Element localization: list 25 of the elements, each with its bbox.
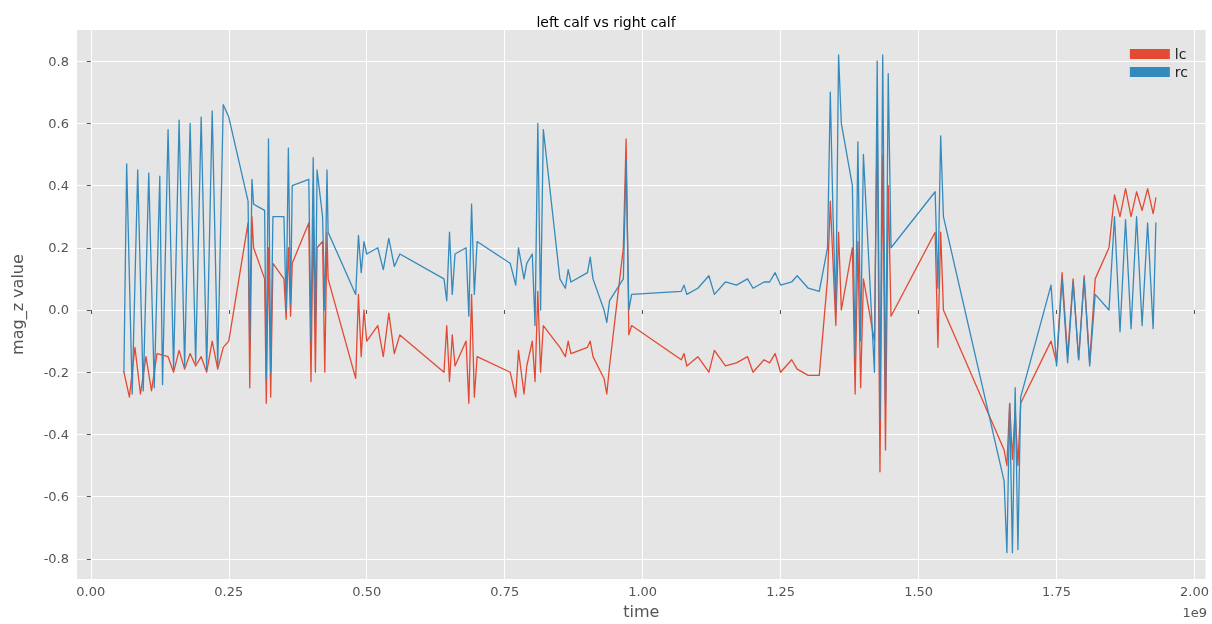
x-tick-label: 1.75 bbox=[1042, 584, 1072, 600]
x-axis-title: time bbox=[623, 601, 660, 621]
text: 1e9 bbox=[1182, 605, 1208, 620]
y-tick-label: 0.4 bbox=[48, 178, 69, 194]
x-tick-label: 0.75 bbox=[490, 584, 520, 600]
y-tick-label: -0.4 bbox=[43, 426, 69, 442]
x-tick-label: 1.50 bbox=[904, 584, 934, 600]
x-tick-label: 0.50 bbox=[352, 584, 382, 600]
y-tick-label: -0.2 bbox=[43, 364, 69, 380]
y-tick-label: -0.6 bbox=[43, 489, 69, 505]
x-tick-label: 0.00 bbox=[76, 584, 106, 600]
x-tick-label: 1.00 bbox=[628, 584, 658, 600]
x-tick-label: 2.00 bbox=[1180, 584, 1209, 600]
y-tick-label: 0.6 bbox=[48, 115, 69, 131]
y-axis-title: mag_z value bbox=[7, 254, 28, 355]
y-tick-label: 0.2 bbox=[48, 240, 69, 256]
chart-title: left calf vs right calf bbox=[536, 14, 677, 30]
y-tick-label: -0.8 bbox=[43, 551, 69, 567]
y-tick-label: 0.8 bbox=[48, 53, 69, 69]
y-tick-label: 0.0 bbox=[48, 302, 69, 318]
line-series bbox=[123, 54, 1157, 554]
x-tick-label: 1.25 bbox=[766, 584, 796, 600]
legend-label: rc bbox=[1174, 64, 1189, 80]
x-tick-label: 0.25 bbox=[214, 584, 244, 600]
legend-label: lc bbox=[1174, 46, 1187, 62]
